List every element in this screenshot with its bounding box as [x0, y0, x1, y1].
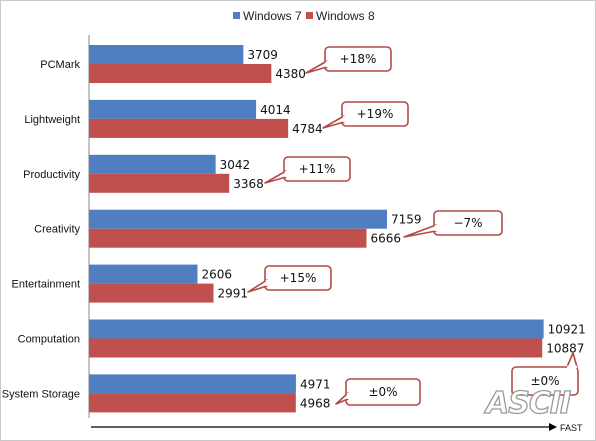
legend-swatch-2 [306, 12, 313, 19]
callout-pointer-pcmark [305, 60, 328, 74]
callout-pointer-creativity [403, 224, 437, 238]
callout-text-creativity: −7% [453, 216, 482, 230]
fast-axis: FAST [91, 423, 583, 433]
legend-label-2: Windows 8 [316, 9, 375, 23]
bar-computation-win7 [89, 319, 544, 339]
callout-lightweight: +19% [322, 101, 409, 129]
legend: Windows 7 Windows 8 [233, 9, 375, 23]
callout-pointer-productivity [264, 170, 287, 184]
category-label-productivity: Productivity [23, 169, 80, 181]
bar-entertainment-win7 [89, 264, 198, 284]
bar-computation-win8 [89, 338, 543, 358]
ascii-watermark-logo: ASCII [484, 386, 571, 421]
value-label-pcmark-win7: 3709 [247, 48, 278, 62]
bar-productivity-win7 [89, 154, 216, 174]
callout-box-pcmark [324, 46, 392, 72]
bar-creativity-win7 [89, 209, 388, 229]
value-label-lightweight-win7: 4014 [260, 103, 291, 117]
callout-text-pcmark: +18% [340, 52, 377, 66]
callout-box-entertainment [264, 265, 332, 291]
callout-box-lightweight [341, 101, 409, 127]
category-label-pcmark: PCMark [40, 59, 80, 71]
bar-productivity-win8 [89, 173, 230, 193]
callout-pcmark: +18% [305, 46, 392, 74]
callout-text-entertainment: +15% [280, 271, 317, 285]
callout-box-creativity [433, 210, 503, 236]
value-label-productivity-win8: 3368 [233, 177, 264, 191]
category-label-system-storage: System Storage [2, 388, 80, 400]
callout-computation: ±0% [511, 352, 579, 396]
category-label-computation: Computation [18, 334, 80, 346]
bar-creativity-win8 [89, 228, 367, 248]
bar-pcmark-win8 [89, 64, 272, 83]
callout-creativity: −7% [403, 210, 503, 238]
callout-entertainment: +15% [247, 265, 332, 293]
value-label-computation-win8: 10887 [546, 342, 584, 356]
callout-text-productivity: +11% [299, 162, 336, 176]
category-labels: PCMark Lightweight Productivity Creativity E… [2, 59, 81, 400]
callout-box-computation [511, 366, 579, 396]
callout-box-system-storage [345, 378, 421, 406]
callouts: +18% +19% +11% −7% +15% ±0% ±0% [247, 46, 579, 406]
value-label-entertainment-win7: 2606 [201, 268, 232, 282]
fast-arrow-head [549, 423, 557, 431]
callout-productivity: +11% [264, 156, 351, 184]
category-label-entertainment: Entertainment [12, 279, 80, 291]
callout-pointer-entertainment [247, 279, 268, 293]
value-label-system-storage-win8: 4968 [300, 396, 331, 410]
value-label-entertainment-win8: 2991 [218, 287, 249, 301]
value-label-pcmark-win8: 4380 [275, 67, 306, 81]
callout-text-computation: ±0% [530, 374, 559, 388]
callout-system-storage: ±0% [335, 378, 421, 406]
value-label-system-storage-win7: 4971 [300, 377, 331, 391]
category-label-creativity: Creativity [34, 224, 80, 236]
callout-pointer-lightweight [322, 115, 345, 129]
value-label-productivity-win7: 3042 [220, 158, 251, 172]
fast-axis-label: FAST [560, 423, 583, 433]
legend-swatch-1 [233, 12, 240, 19]
bar-entertainment-win8 [89, 283, 214, 303]
value-label-creativity-win8: 6666 [370, 232, 401, 246]
value-label-lightweight-win8: 4784 [292, 122, 323, 136]
bar-lightweight-win8 [89, 118, 289, 138]
bar-system-storage-win7 [89, 374, 296, 394]
bar-lightweight-win7 [89, 99, 257, 119]
value-label-computation-win7: 10921 [548, 323, 586, 337]
callout-text-system-storage: ±0% [368, 385, 397, 399]
callout-box-productivity [283, 156, 351, 182]
bar-pcmark-win7 [89, 45, 244, 64]
value-label-creativity-win7: 7159 [391, 213, 422, 227]
bar-system-storage-win8 [89, 393, 296, 413]
category-label-lightweight: Lightweight [24, 114, 80, 126]
legend-label-1: Windows 7 [243, 9, 302, 23]
callout-text-lightweight: +19% [357, 107, 394, 121]
